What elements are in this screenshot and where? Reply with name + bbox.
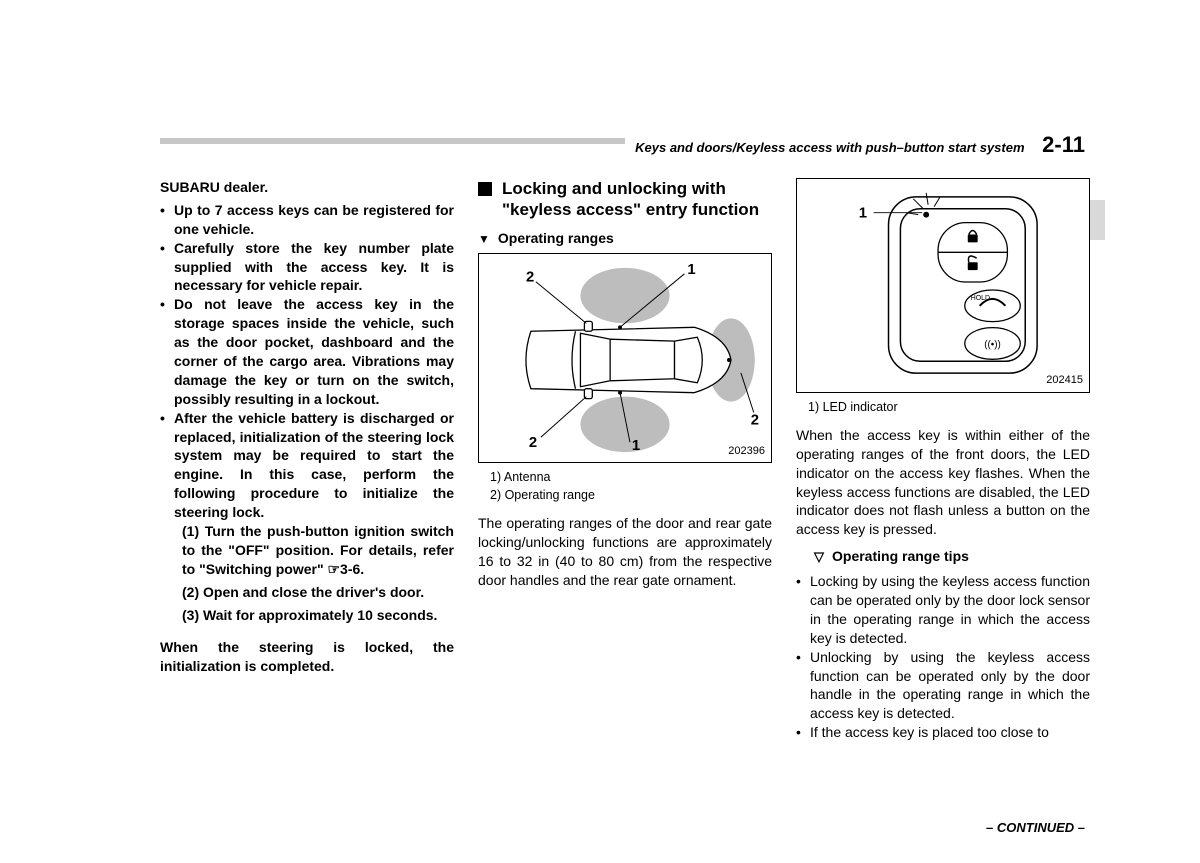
figure-number: 202415 (1046, 373, 1083, 388)
column-1: SUBARU dealer. •Up to 7 access keys can … (160, 178, 454, 742)
svg-text:1: 1 (687, 262, 695, 278)
bullet: If the access key is placed too close to (810, 723, 1090, 742)
svg-text:2: 2 (751, 413, 759, 429)
figure-caption: 1) LED indicator (796, 399, 1090, 416)
svg-text:2: 2 (529, 436, 537, 452)
content-columns: SUBARU dealer. •Up to 7 access keys can … (160, 178, 1090, 742)
breadcrumb: Keys and doors/Keyless access with push–… (635, 140, 1024, 155)
caption-item: 1) Antenna (490, 469, 772, 486)
triangle-outline-icon (814, 548, 832, 564)
car-diagram: 1 1 2 2 2 (479, 254, 771, 462)
bullet: Do not leave the access key in the stora… (174, 295, 454, 408)
bullet: Locking by using the keyless access func… (810, 572, 1090, 648)
svg-text:1: 1 (632, 439, 640, 455)
paragraph: When the access key is within either of … (796, 426, 1090, 539)
step-3: (3) Wait for approximately 10 seconds. (160, 606, 454, 625)
sub-heading: Operating range tips (796, 547, 1090, 566)
heading-text: Locking and unlocking with "keyless acce… (502, 178, 772, 221)
section-heading: Locking and unlocking with "keyless acce… (478, 178, 772, 221)
text: SUBARU dealer. (160, 178, 454, 197)
triangle-down-icon (478, 230, 498, 246)
bullet: Unlocking by using the keyless access fu… (810, 648, 1090, 724)
step-2: (2) Open and close the driver's door. (160, 583, 454, 602)
figure-caption: 1) Antenna 2) Operating range (478, 469, 772, 504)
figure-keyfob: ((•)) HOLD 1 202415 (796, 178, 1090, 393)
caption-item: 1) LED indicator (808, 399, 1090, 416)
step-1: (1) Turn the push-button ignition switch… (160, 522, 454, 579)
keyfob-diagram: ((•)) HOLD 1 (797, 179, 1089, 392)
page-header: Keys and doors/Keyless access with push–… (625, 132, 1085, 158)
page: Keys and doors/Keyless access with push–… (0, 0, 1200, 863)
continued-label: – CONTINUED – (986, 820, 1085, 835)
bullet: After the vehicle battery is discharged … (174, 409, 454, 522)
svg-text:((•)): ((•)) (984, 339, 1001, 350)
square-bullet-icon (478, 182, 492, 196)
caption-item: 2) Operating range (490, 487, 772, 504)
figure-number: 202396 (728, 444, 765, 459)
figure-operating-ranges: 1 1 2 2 2 202396 (478, 253, 772, 463)
final-note: When the steering is locked, the initial… (160, 638, 454, 676)
column-2: Locking and unlocking with "keyless acce… (478, 178, 772, 742)
svg-text:1: 1 (859, 206, 867, 222)
sub-heading: Operating ranges (478, 229, 772, 248)
page-number: 2-11 (1042, 132, 1085, 157)
bullet: Carefully store the key number plate sup… (174, 239, 454, 296)
svg-text:HOLD: HOLD (971, 295, 990, 302)
svg-text:2: 2 (526, 270, 534, 286)
column-3: ((•)) HOLD 1 202415 1) LED indicator Whe… (796, 178, 1090, 742)
bullet: Up to 7 access keys can be registered fo… (174, 201, 454, 239)
paragraph: The operating ranges of the door and rea… (478, 514, 772, 590)
